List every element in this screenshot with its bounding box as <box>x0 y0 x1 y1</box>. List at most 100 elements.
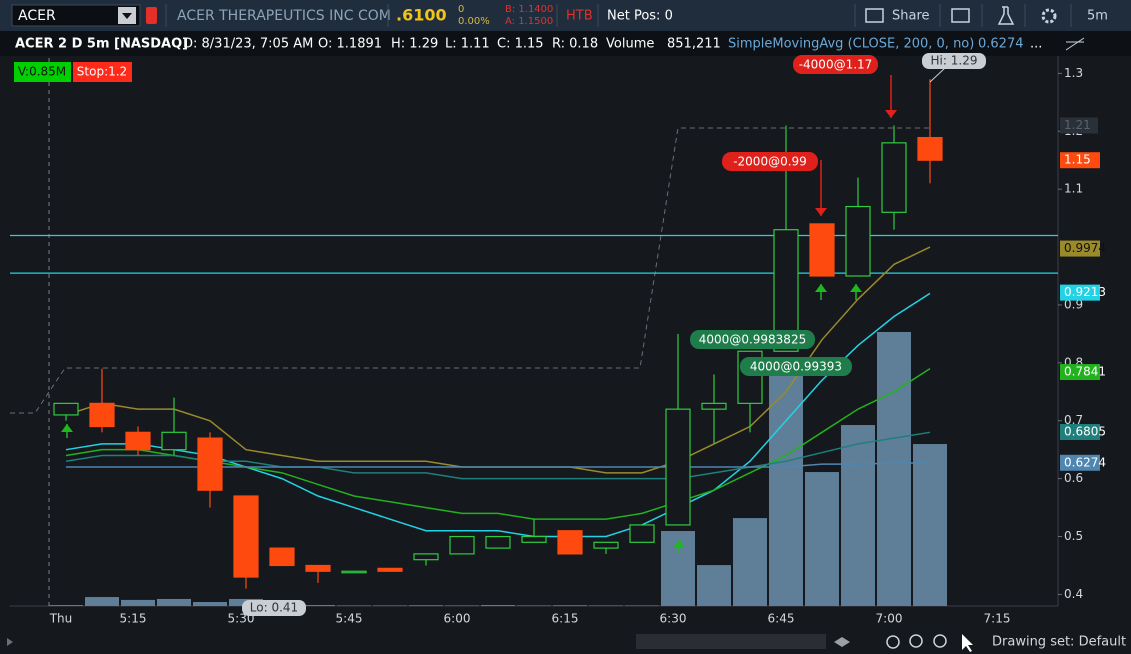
interval[interactable]: 5m <box>1087 9 1108 24</box>
volume-bar <box>337 605 371 606</box>
y-tick-label: 1.1 <box>1064 182 1083 196</box>
volume-bar <box>409 605 443 606</box>
hi-tag-label: 1.21 <box>1064 118 1091 132</box>
more[interactable]: ... <box>1030 37 1042 52</box>
flag-button[interactable] <box>951 8 970 23</box>
bar-date: D: 8/31/23, 7:05 AM <box>183 37 313 52</box>
volume-badge-text: V:0.85M <box>18 65 66 79</box>
trade-bubble <box>793 55 878 74</box>
trade-arrow-head <box>815 208 827 216</box>
bid: B: 1.1400 <box>505 4 553 15</box>
change-pct: 0.00% <box>458 16 490 27</box>
candle-body <box>665 408 691 526</box>
candle-body <box>485 535 511 549</box>
trade-arrow-head <box>673 540 685 548</box>
candle-body <box>881 142 907 213</box>
candle-body <box>269 547 295 567</box>
volume-bar <box>445 605 479 606</box>
trade-label: 4000@0.99393 <box>750 360 842 374</box>
scroll-buttons[interactable] <box>834 637 850 647</box>
candle-body <box>233 495 259 578</box>
settings-button[interactable] <box>1041 8 1057 24</box>
change: 0 <box>458 4 464 15</box>
symbol: ACER <box>18 8 56 24</box>
zoom-in-button[interactable] <box>909 634 923 648</box>
trade-bubble <box>690 330 815 349</box>
zoom-out-button[interactable] <box>933 634 947 648</box>
x-tick-label: 6:30 <box>660 612 687 626</box>
candle-body <box>305 564 331 572</box>
candle-body <box>593 541 619 549</box>
candle-body <box>521 535 547 543</box>
volume-bar <box>193 602 227 606</box>
last-price: .6100 <box>396 6 447 25</box>
price-tag-label: 1.15 <box>1064 153 1091 167</box>
price-tag <box>1060 284 1100 301</box>
trade-arrow-head <box>850 284 862 292</box>
style-button[interactable] <box>1065 37 1085 51</box>
candle-body <box>377 567 403 572</box>
volume-bar <box>769 375 803 606</box>
candle-body <box>449 535 475 555</box>
x-tick-label: 7:15 <box>984 612 1011 626</box>
scrollbar[interactable] <box>636 634 826 649</box>
candle-body <box>845 205 871 277</box>
volume-bar <box>805 472 839 606</box>
toolbar <box>0 0 1131 31</box>
volume-bar <box>301 605 335 606</box>
pointer-button[interactable] <box>962 634 973 652</box>
candle-body <box>197 437 223 491</box>
x-tick-label: 5:15 <box>120 612 147 626</box>
drawing-set[interactable]: Drawing set: Default <box>992 635 1126 650</box>
y-tick-label: 1.3 <box>1064 66 1083 80</box>
x-tick-label: 6:00 <box>444 612 471 626</box>
hi-bubble <box>922 53 986 69</box>
trade-label: -2000@0.99 <box>733 155 807 169</box>
candle-body <box>53 402 79 416</box>
crosshair-button[interactable] <box>886 635 900 649</box>
trade-arrow-head <box>885 110 897 118</box>
chart-title: ACER 2 D 5m [NASDAQ] <box>15 37 188 52</box>
price-tag-label: 0.6805 <box>1064 425 1106 439</box>
volume-bar <box>481 605 515 606</box>
study-name: SimpleMovingAvg (CLOSE, 200, 0, no) <box>728 37 974 52</box>
x-tick-label: 6:45 <box>768 612 795 626</box>
footer <box>0 630 1131 654</box>
volume-bar <box>625 605 659 606</box>
candle-body <box>341 570 367 574</box>
volume-badge <box>14 62 71 82</box>
symbol-box[interactable] <box>11 4 141 27</box>
trade-arrow-head <box>61 424 73 432</box>
bar-open: O: 1.1891 <box>318 37 382 52</box>
bar-volume: 851,211 <box>667 37 721 52</box>
studies-button[interactable] <box>997 6 1015 25</box>
volume-bar <box>373 605 407 606</box>
volume-bar <box>517 605 551 606</box>
link-button[interactable] <box>146 7 157 24</box>
volume-bar <box>841 425 875 606</box>
candle-body <box>89 402 115 428</box>
candle-body <box>161 431 187 451</box>
volume-bar <box>49 605 83 606</box>
share-button[interactable]: Share <box>865 8 930 24</box>
volume-bar <box>121 599 155 606</box>
lo-bubble <box>242 600 306 616</box>
volume-bar <box>589 605 623 606</box>
bar-range: R: 0.18 <box>552 37 598 52</box>
candle-body <box>125 431 151 451</box>
candle-body <box>557 530 583 555</box>
price-tag-label: 0.9213 <box>1064 285 1106 299</box>
volume-bar <box>877 332 911 606</box>
trade-label: -4000@1.17 <box>799 58 873 72</box>
scroll-left[interactable] <box>7 638 13 646</box>
price-tag <box>1060 364 1100 381</box>
price-tag-label: 0.9974 <box>1064 241 1106 255</box>
lo-label: Lo: 0.41 <box>250 601 298 615</box>
bar-high: H: 1.29 <box>391 37 438 52</box>
trade-label: 4000@0.9983825 <box>699 333 806 347</box>
candle-body <box>413 553 439 561</box>
session-outline <box>10 127 930 414</box>
candle-body <box>917 136 943 161</box>
htb: HTB <box>566 9 593 24</box>
